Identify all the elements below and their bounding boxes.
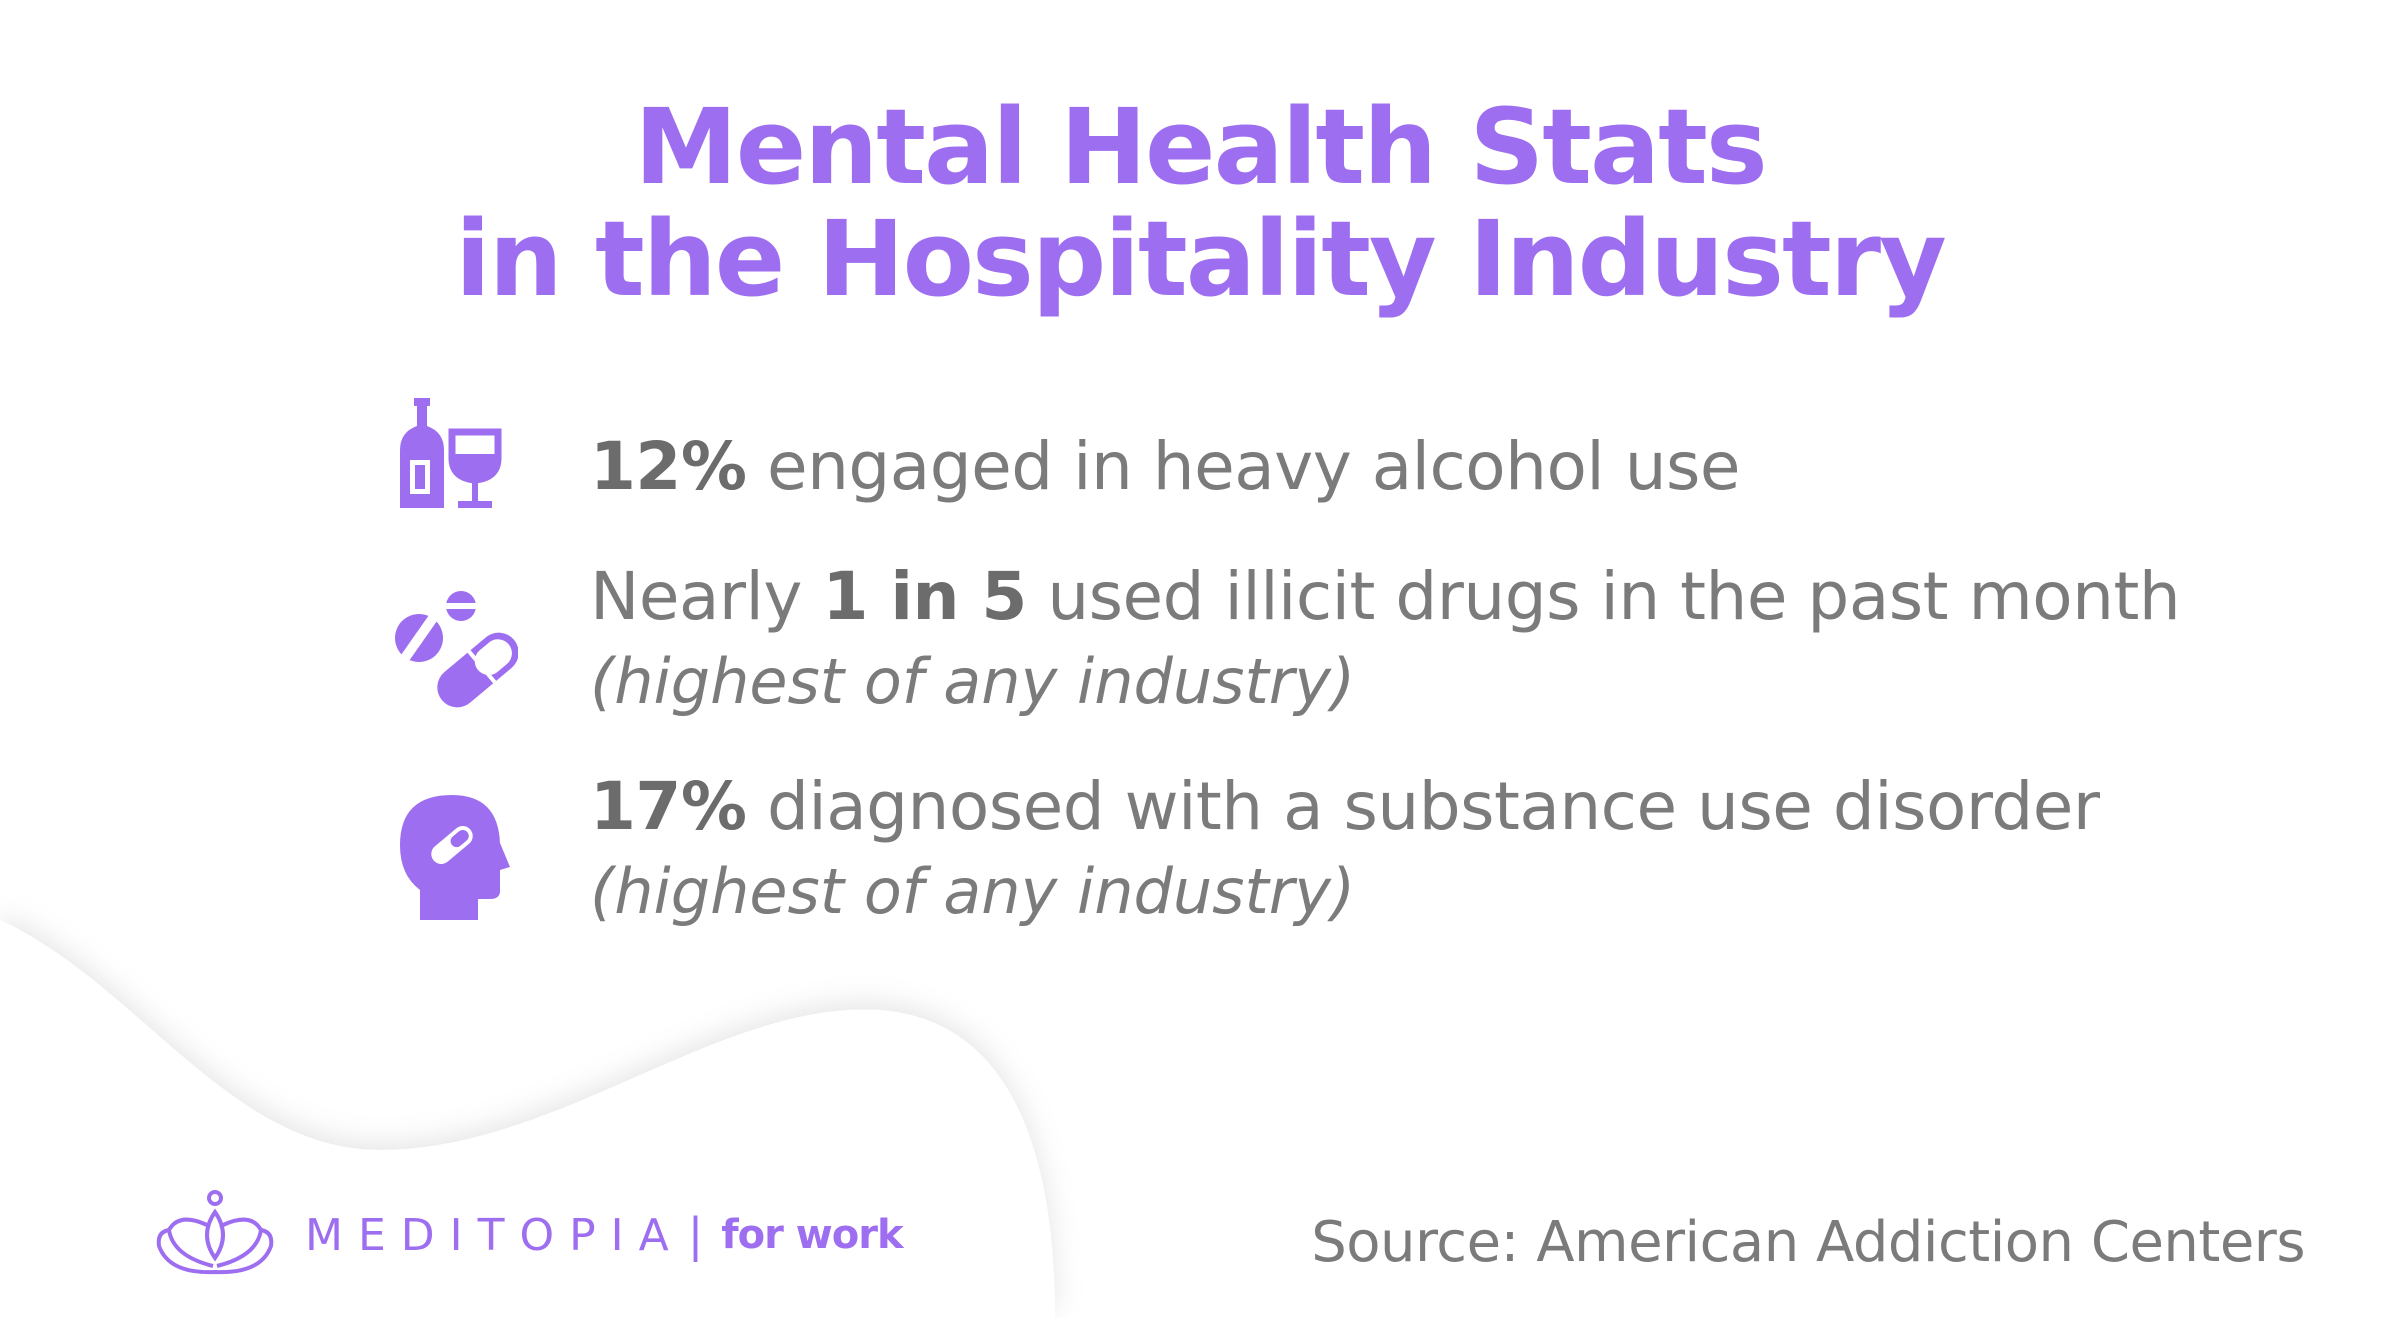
stat-alcohol-text: engaged in heavy alcohol use: [746, 428, 1740, 505]
stat-drugs: Nearly 1 in 5 used illicit drugs in the …: [590, 558, 2180, 635]
logo-brand: MEDITOPIA: [305, 1210, 684, 1261]
stat-alcohol: 12% engaged in heavy alcohol use: [590, 428, 1740, 505]
head-capsule-icon: [400, 795, 510, 920]
page-title-line2: in the Hospitality Industry: [0, 204, 2400, 314]
logo-suffix: for work: [721, 1212, 902, 1258]
page-title-line1: Mental Health Stats: [0, 92, 2400, 202]
stat-drugs-text: used illicit drugs in the past month: [1027, 558, 2180, 635]
stat-drugs-value: 1 in 5: [822, 558, 1026, 635]
stat-disorder-note: (highest of any industry): [590, 855, 1355, 928]
wine-bottle-glass-icon: [400, 398, 505, 510]
stat-disorder-value: 17%: [590, 768, 746, 845]
source-citation: Source: American Addiction Centers: [1311, 1210, 2305, 1275]
stat-drugs-prefix: Nearly: [590, 558, 822, 635]
stat-disorder-text: diagnosed with a substance use disorder: [746, 768, 2099, 845]
meditopia-logo: MEDITOPIA | for work: [155, 1190, 903, 1280]
stat-disorder: 17% diagnosed with a substance use disor…: [590, 768, 2099, 845]
logo-separator: |: [688, 1208, 704, 1262]
stat-drugs-note: (highest of any industry): [590, 645, 1355, 718]
stat-alcohol-value: 12%: [590, 428, 746, 505]
pills-capsule-icon: [393, 590, 518, 710]
lotus-icon: [155, 1190, 275, 1280]
